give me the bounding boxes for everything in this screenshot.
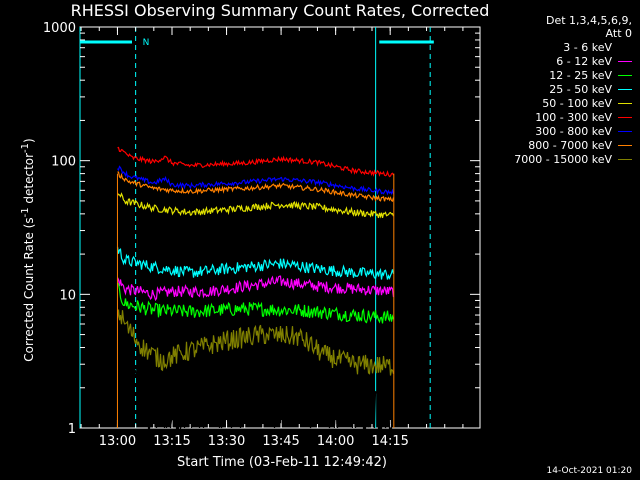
x-axis-label: Start Time (03-Feb-11 12:49:42) — [177, 455, 387, 470]
legend-entry: 12 - 25 keV — [482, 68, 632, 82]
legend-entry: 300 - 800 keV — [482, 124, 632, 138]
legend-entry: 6 - 12 keV — [482, 54, 632, 68]
series-line — [116, 275, 395, 302]
y-tick-label: 1000 — [43, 21, 76, 36]
legend-label: 7000 - 15000 keV — [514, 152, 612, 166]
series-line — [116, 192, 395, 219]
y-axis-unit-exp-1: -1 — [20, 207, 31, 218]
legend-swatch — [618, 144, 632, 146]
legend-entry: 25 - 50 keV — [482, 82, 632, 96]
series-line — [117, 165, 395, 196]
legend: Det 1,3,4,5,6,9, Att 0 3 - 6 keV 6 - 12 k… — [482, 14, 632, 166]
series-line — [116, 309, 395, 376]
legend-label: 100 - 300 keV — [535, 110, 612, 124]
legend-label: 6 - 12 keV — [556, 54, 612, 68]
x-tick-label: 14:15 — [371, 434, 408, 449]
legend-swatch — [618, 88, 632, 90]
series-line — [116, 360, 395, 430]
y-axis-unit-exp-2: -1 — [20, 142, 31, 153]
legend-entry: 800 - 7000 keV — [482, 138, 632, 152]
y-tick-label: 10 — [59, 288, 76, 303]
y-tick-label: 100 — [51, 155, 76, 170]
night-marker-label: N — [143, 38, 150, 48]
x-tick-label: 14:00 — [317, 434, 354, 449]
y-tick-label: 1 — [68, 422, 76, 437]
y-axis-label: Corrected Count Rate (s-1 detector-1) — [20, 138, 36, 361]
legend-attenuator: Att 0 — [605, 27, 632, 40]
y-axis-label-end: ) — [22, 138, 36, 143]
legend-swatch — [618, 158, 632, 160]
legend-label: 3 - 6 keV — [563, 40, 612, 54]
x-tick-label: 13:15 — [153, 434, 190, 449]
legend-swatch — [618, 116, 632, 118]
legend-label: 25 - 50 keV — [549, 82, 612, 96]
series-line — [116, 246, 395, 280]
legend-swatch — [618, 46, 632, 48]
x-tick-label: 13:30 — [208, 434, 245, 449]
legend-detectors: Det 1,3,4,5,6,9, — [545, 14, 632, 27]
series-line — [117, 282, 395, 324]
chart-title: RHESSI Observing Summary Count Rates, Co… — [70, 1, 490, 20]
y-axis-unit-mid: detector — [22, 152, 36, 208]
legend-swatch — [618, 74, 632, 76]
legend-swatch — [618, 60, 632, 62]
legend-swatch — [618, 130, 632, 132]
legend-entry: 3 - 6 keV — [482, 40, 632, 54]
legend-label: 50 - 100 keV — [542, 96, 612, 110]
legend-entry: 50 - 100 keV — [482, 96, 632, 110]
y-axis-label-text: Corrected Count Rate (s — [22, 217, 36, 362]
series-line — [117, 146, 395, 178]
legend-entry: 7000 - 15000 keV — [482, 152, 632, 166]
legend-label: 300 - 800 keV — [535, 124, 612, 138]
legend-label: 12 - 25 keV — [549, 68, 612, 82]
legend-entries: 3 - 6 keV 6 - 12 keV 12 - 25 keV 25 - 50 ke… — [482, 40, 632, 166]
series-line — [117, 171, 395, 202]
legend-swatch — [618, 102, 632, 104]
plot-frame — [79, 26, 481, 429]
legend-label: 800 - 7000 keV — [528, 138, 612, 152]
timestamp: 14-Oct-2021 01:20 — [546, 466, 632, 476]
legend-entry: 100 - 300 keV — [482, 110, 632, 124]
x-tick-label: 13:45 — [262, 434, 299, 449]
x-tick-label: 13:00 — [99, 434, 136, 449]
